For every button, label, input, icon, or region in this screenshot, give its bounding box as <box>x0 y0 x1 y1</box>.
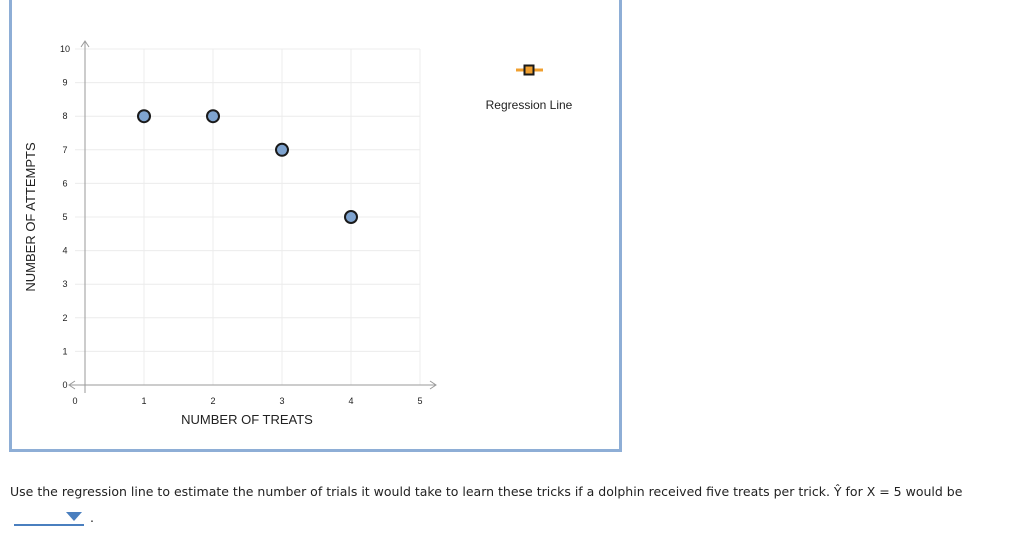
y-tick-label: 2 <box>62 313 67 323</box>
data-points <box>137 109 358 224</box>
data-point <box>275 142 289 157</box>
x-tick-label: 2 <box>210 396 215 406</box>
x-tick-label: 3 <box>279 396 284 406</box>
y-tick-label: 5 <box>62 212 67 222</box>
x-tick-label: 4 <box>348 396 353 406</box>
data-point <box>206 109 220 124</box>
x-axis-label: NUMBER OF TREATS <box>181 412 313 427</box>
chart-panel: 0 1 2 3 4 5 6 7 8 9 10 0 1 2 3 4 5 NUMBER OF TREATS NUMB… <box>9 0 622 452</box>
y-tick-label: 6 <box>62 178 67 188</box>
scatter-plot: 0 1 2 3 4 5 6 7 8 9 10 0 1 2 3 4 5 NUMBER OF TREATS NUMB… <box>23 40 573 427</box>
grid-lines <box>75 48 421 385</box>
x-axis-arrow-icon <box>429 380 437 390</box>
y-tick-label: 7 <box>62 145 67 155</box>
y-tick-label: 4 <box>62 246 67 256</box>
tick-labels: 0 1 2 3 4 5 6 7 8 9 10 0 1 2 3 4 5 <box>60 44 423 406</box>
axes <box>68 40 437 393</box>
question-text: Use the regression line to estimate the … <box>10 479 1010 531</box>
legend-label: Regression Line <box>486 98 573 112</box>
x-tick-label: 0 <box>72 396 77 406</box>
data-point <box>344 210 358 224</box>
y-axis-arrow-icon <box>80 40 90 48</box>
x-axis-left-arrow-icon <box>68 380 76 390</box>
y-tick-label: 3 <box>62 279 67 289</box>
y-tick-label: 9 <box>62 78 67 88</box>
legend[interactable]: Regression Line <box>486 64 573 113</box>
y-tick-label: 8 <box>62 111 67 121</box>
y-axis-label: NUMBER OF ATTEMPTS <box>23 142 38 292</box>
x-tick-label: 1 <box>141 396 146 406</box>
question-prompt: Use the regression line to estimate the … <box>10 484 963 499</box>
x-tick-label: 5 <box>417 396 422 406</box>
data-point <box>137 109 151 124</box>
y-tick-label: 1 <box>62 346 67 356</box>
y-tick-label: 0 <box>62 380 67 390</box>
question-period: . <box>90 510 94 525</box>
chevron-down-icon[interactable] <box>66 512 82 521</box>
legend-square-marker <box>523 64 535 76</box>
y-tick-label: 10 <box>60 44 70 54</box>
answer-dropdown[interactable] <box>14 508 84 526</box>
